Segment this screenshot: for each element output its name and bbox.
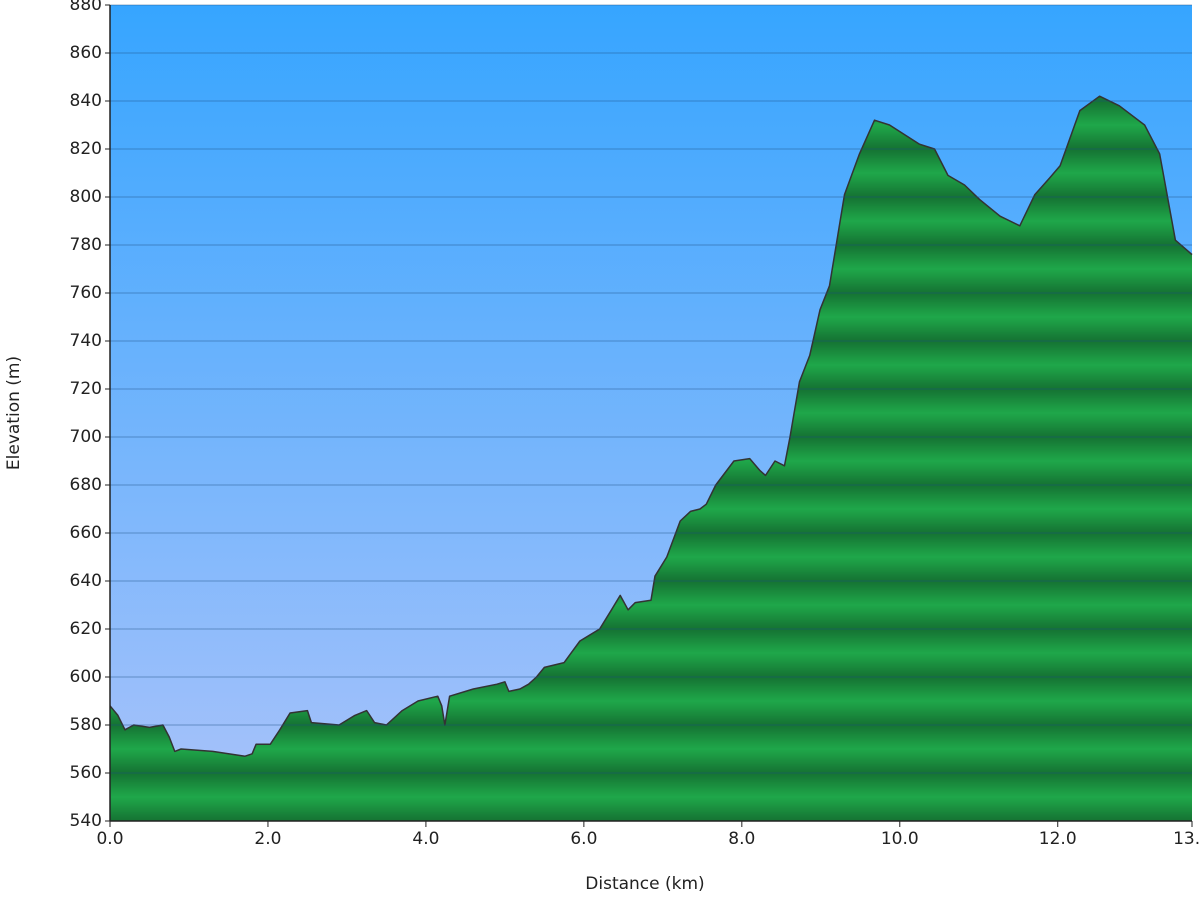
y-tick-label: 600 [70,667,102,687]
elevation-shading [110,96,1192,821]
y-tick-label: 640 [70,571,102,591]
y-tick-label: 880 [70,0,102,15]
x-tick-label: 10.0 [881,829,919,849]
y-tick-label: 860 [70,43,102,63]
x-tick-label: 8.0 [728,829,755,849]
x-tick-label: 4.0 [412,829,439,849]
y-tick-label: 700 [70,427,102,447]
elevation-outline [109,95,1193,757]
y-tick-label: 820 [70,139,102,159]
y-tick-label: 840 [70,91,102,111]
x-tick-label: 12.0 [1039,829,1077,849]
y-tick-label: 560 [70,763,102,783]
x-tick-label: 2.0 [254,829,281,849]
y-tick-label: 620 [70,619,102,639]
y-tick-label: 660 [70,523,102,543]
y-tick-label: 720 [70,379,102,399]
x-axis-label: Distance (km) [585,874,704,894]
y-tick-label: 780 [70,235,102,255]
y-tick-label: 580 [70,715,102,735]
x-tick-label: 13.7 [1173,829,1200,849]
x-tick-label: 0.0 [96,829,123,849]
y-tick-label: 800 [70,187,102,207]
y-axis-label: Elevation (m) [4,356,24,470]
y-tick-label: 540 [70,811,102,831]
y-tick-label: 740 [70,331,102,351]
y-tick-label: 680 [70,475,102,495]
y-tick-label: 760 [70,283,102,303]
x-tick-label: 6.0 [570,829,597,849]
